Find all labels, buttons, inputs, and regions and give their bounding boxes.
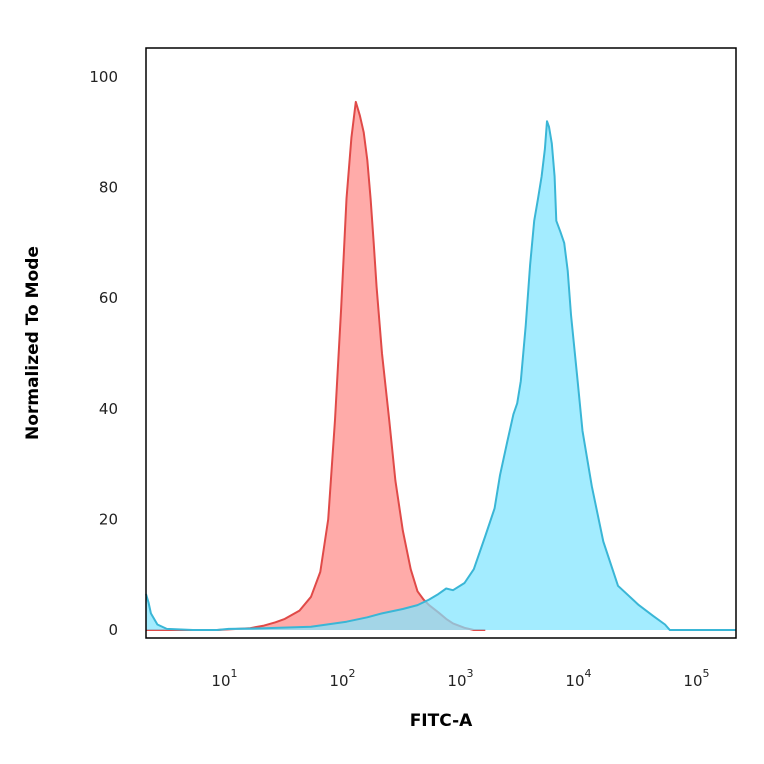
x-axis-title: FITC-A bbox=[410, 711, 473, 731]
series-layer bbox=[145, 100, 736, 631]
x-axis-ticks: 101 102 103 104 105 bbox=[211, 667, 709, 690]
y-tick-label-4: 80 bbox=[99, 179, 118, 197]
y-tick-label-0: 0 bbox=[108, 621, 118, 639]
y-tick-label-2: 40 bbox=[99, 400, 118, 418]
y-tick-label-1: 20 bbox=[99, 510, 118, 528]
x-tick-label-1: 102 bbox=[329, 667, 355, 690]
series-area-1 bbox=[146, 121, 736, 630]
x-tick-label-3: 104 bbox=[565, 667, 591, 690]
x-tick-label-2: 103 bbox=[447, 667, 473, 690]
series-area-0 bbox=[146, 101, 486, 630]
x-tick-label-4: 105 bbox=[683, 667, 709, 690]
y-axis-title: Normalized To Mode bbox=[23, 246, 43, 440]
series-line-0 bbox=[146, 100, 486, 631]
plot-frame bbox=[145, 47, 737, 639]
series-line-1 bbox=[145, 120, 736, 631]
x-tick-label-0: 101 bbox=[211, 667, 237, 690]
y-tick-label-5: 100 bbox=[89, 68, 118, 86]
y-tick-label-3: 60 bbox=[99, 289, 118, 307]
y-axis-ticks: 0 20 40 60 80 100 bbox=[89, 68, 118, 639]
